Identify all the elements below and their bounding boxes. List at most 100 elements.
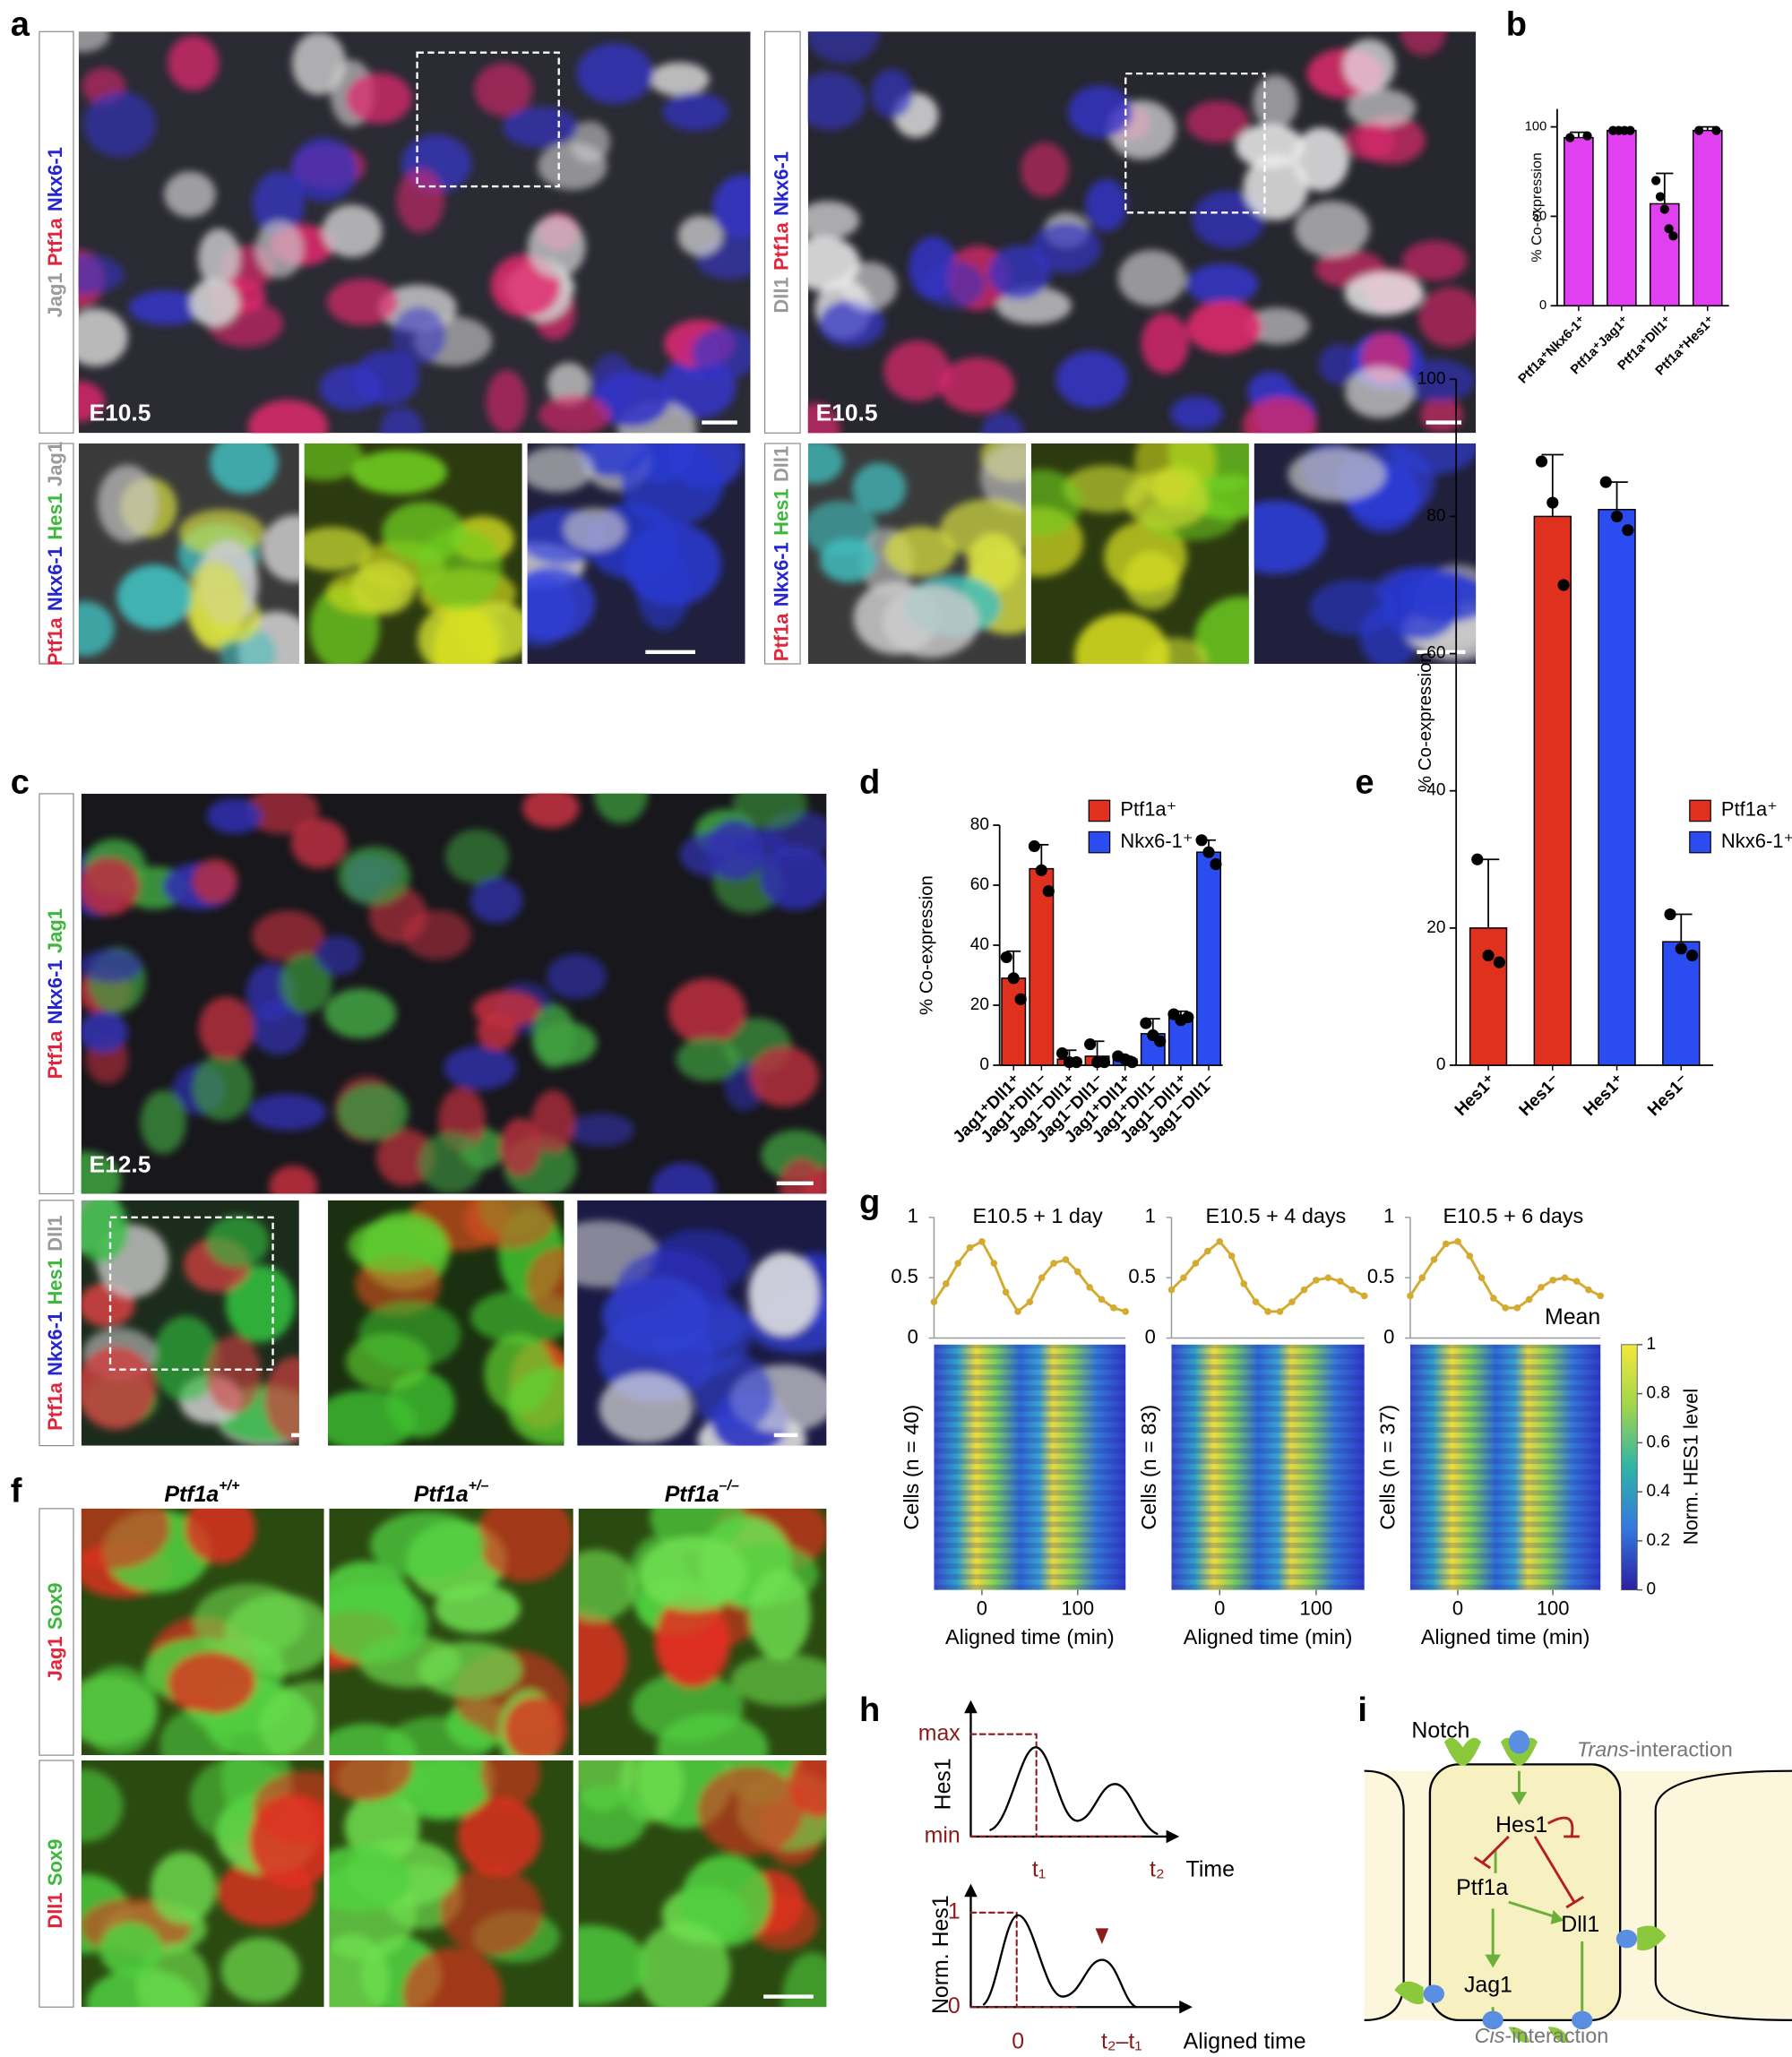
y-tick-label: 60 [970,875,989,894]
cell [385,1716,493,1756]
cell [1309,579,1397,636]
mean-point [1360,1292,1368,1300]
cell [322,204,383,258]
bar [1469,927,1508,1066]
mean-point [1110,1304,1117,1312]
h-t1: t₁ [1032,1857,1046,1882]
i-cis: Cis-interaction [1475,2024,1609,2047]
stage-label: E10.5 [90,400,151,426]
cell [1254,500,1327,574]
data-point [1482,949,1495,962]
cell [1192,190,1265,249]
mean-point [1572,1278,1581,1286]
stage-label: E10.5 [816,400,878,426]
data-point [1557,579,1570,591]
h-ylabel: Hes1 [931,1758,956,1810]
h-max: max [918,1720,961,1745]
cell [463,1200,556,1250]
mean-point [1014,1308,1021,1315]
cells [304,443,522,664]
mean-point [1585,1286,1592,1294]
y-tick-label: 100 [1417,369,1446,388]
label-box [39,30,74,434]
channel-word: Nkx6-1 [44,960,66,1024]
cell [1235,124,1305,168]
ligand [1482,2010,1503,2030]
legend-swatch [1689,831,1711,854]
cell [680,1855,771,1948]
mean-point [1561,1274,1569,1281]
channel-word: Sox9 [44,1839,66,1886]
cell [225,1265,296,1343]
y-tick-label: 0 [1436,1055,1446,1074]
cell [323,988,397,1039]
cells [329,1508,573,1756]
cell [1193,596,1249,664]
colorbar [1621,1344,1638,1591]
cell [807,201,860,240]
cell [655,1594,727,1684]
x-tick-label: 0 [1214,1597,1225,1619]
cell [1387,443,1477,475]
cell [1288,447,1386,502]
data-point [1664,224,1674,234]
cell [578,1785,648,1850]
cell [882,585,979,658]
data-point [1098,1056,1111,1069]
cell [1074,613,1170,664]
data-point [1471,853,1484,865]
cell [326,279,399,326]
cell [748,1569,811,1660]
mean-point [1167,1286,1176,1294]
cell [1170,396,1223,431]
cell [503,106,579,148]
gene: Ptf1a [414,1482,469,1507]
colorbar-tick-label: 0.4 [1646,1482,1670,1501]
mean-point [990,1260,998,1267]
data-point [1582,131,1592,141]
cell [434,1583,521,1633]
mean-point [1442,1240,1450,1248]
mean-point [1418,1274,1426,1281]
data-point [1014,993,1027,1005]
cells [328,1200,564,1446]
cells [807,443,1026,658]
cell [97,464,159,543]
cell [168,35,220,90]
legend-swatch [1689,799,1711,822]
cell [444,1046,517,1090]
cell [81,1769,124,1843]
cell [676,1037,741,1081]
genotype-heading: Ptf1a+/– [414,1477,489,1507]
cells [81,793,827,1194]
data-point [1546,496,1559,509]
cell [668,978,746,1045]
mean-point [1490,1295,1497,1302]
cells [329,1760,560,2008]
mean-point [1538,1284,1545,1291]
cell [1253,74,1298,130]
cell [697,1766,804,1855]
mean-point [1597,1292,1605,1300]
micrograph [1254,443,1477,664]
micrograph [81,1760,324,2008]
y-tick-label: 20 [1426,918,1445,937]
y-tick-label: 20 [970,995,989,1014]
i-cis-rest: -interaction [1504,2024,1608,2047]
cell [1124,469,1210,529]
cell [375,1129,435,1187]
channel-label: Jag1 Ptf1a Nkx6-1 [44,147,66,317]
cells [578,1760,827,2008]
cell [526,1247,564,1318]
cell [735,830,788,865]
mean-point [1348,1286,1357,1294]
zoom-box [1124,72,1266,214]
data-point [1535,455,1548,468]
channel-label: Jag1 Sox9 [44,1583,66,1682]
panel-label: a [11,5,30,43]
mean-point [1430,1256,1438,1263]
label-box [39,443,74,665]
bar [1533,515,1572,1066]
notch-receptor [1444,1737,1482,1766]
